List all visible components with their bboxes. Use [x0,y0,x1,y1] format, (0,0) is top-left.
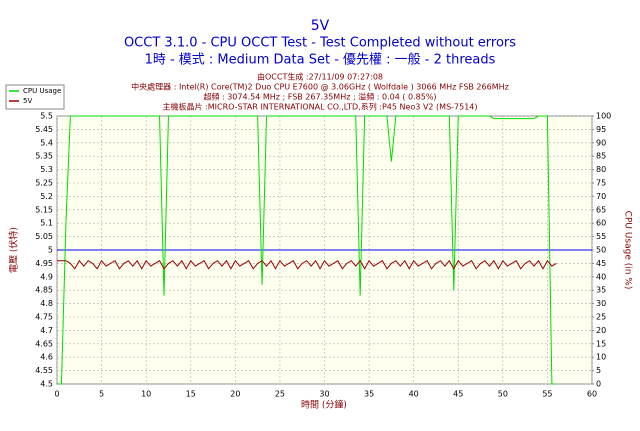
y-tick-label: 5.35 [35,152,53,161]
y2-tick-label: 65 [596,205,606,214]
legend-label: 5V [23,97,32,105]
y-tick-label: 4.75 [35,313,53,322]
y-tick-label: 5.3 [40,165,53,174]
y-tick-label: 4.9 [40,272,53,281]
y2-tick-label: 40 [596,272,606,281]
x-tick-label: 50 [498,390,508,399]
info-line: 主機板晶片 :MICRO-STAR INTERNATIONAL CO.,LTD,… [162,102,477,112]
x-tick-label: 45 [453,390,463,399]
y-tick-label: 5.1 [40,219,53,228]
x-tick-label: 0 [54,390,59,399]
y2-tick-label: 5 [596,366,601,375]
info-line: 由OCCT生成 :27/11/09 07:27:08 [257,72,383,82]
y-tick-label: 4.65 [35,339,53,348]
y2-tick-label: 45 [596,259,606,268]
y2-tick-label: 10 [596,353,606,362]
y-tick-label: 5.2 [40,192,53,201]
y2-tick-label: 90 [596,138,606,147]
y-tick-label: 5.05 [35,232,53,241]
x-tick-label: 35 [364,390,374,399]
y2-tick-label: 0 [596,380,601,389]
y-axis-label: 電壓 (伏特) [8,227,20,273]
series-line [57,115,557,385]
y-tick-label: 4.6 [40,353,53,362]
y2-tick-label: 60 [596,219,606,228]
info-line: 中央處理器 : Intel(R) Core(TM)2 Duo CPU E7600… [131,82,509,92]
y-tick-label: 4.55 [35,366,53,375]
x-tick-label: 25 [275,390,285,399]
y-tick-label: 4.85 [35,286,53,295]
x-axis-label: 時間 (分鐘) [301,399,347,411]
y2-tick-label: 100 [596,112,611,121]
chart-subtitle: 1時 - 模式 : Medium Data Set - 優先權 : 一般 - 2… [145,52,496,68]
y2-axis-label: CPU Usage (in %) [623,211,633,290]
y2-tick-label: 95 [596,125,606,134]
y-tick-label: 4.8 [40,299,53,308]
info-line: 超頻 : 3074.54 MHz ; FSB 267.35MHz ; 溢頻 : … [203,92,436,102]
legend-label: CPU Usage [23,87,61,95]
y2-tick-label: 70 [596,192,606,201]
x-tick-label: 40 [409,390,419,399]
chart-title: 5V [311,18,330,34]
y-tick-label: 4.95 [35,259,53,268]
y2-tick-label: 55 [596,232,606,241]
y2-tick-label: 25 [596,313,606,322]
x-tick-label: 60 [587,390,597,399]
y-tick-label: 4.5 [40,380,53,389]
series-line [57,259,557,270]
y-tick-label: 5.5 [40,112,53,121]
y2-tick-label: 80 [596,165,606,174]
x-tick-label: 30 [319,390,329,399]
y2-tick-label: 50 [596,246,606,255]
y2-tick-label: 75 [596,179,606,188]
x-tick-label: 10 [141,390,151,399]
y2-tick-label: 15 [596,339,606,348]
y-tick-label: 5.15 [35,205,53,214]
x-tick-label: 20 [230,390,240,399]
y-tick-label: 5 [48,246,53,255]
y2-tick-label: 35 [596,286,606,295]
x-tick-label: 5 [99,390,104,399]
x-tick-label: 55 [542,390,552,399]
y-tick-label: 4.7 [40,326,53,335]
y2-tick-label: 30 [596,299,606,308]
legend [5,84,65,110]
y-tick-label: 5.25 [35,179,53,188]
chart-subtitle: OCCT 3.1.0 - CPU OCCT Test - Test Comple… [124,36,516,51]
x-tick-label: 15 [186,390,196,399]
y2-tick-label: 20 [596,326,606,335]
y2-tick-label: 85 [596,152,606,161]
y-tick-label: 5.45 [35,125,53,134]
y-tick-label: 5.4 [40,138,53,147]
